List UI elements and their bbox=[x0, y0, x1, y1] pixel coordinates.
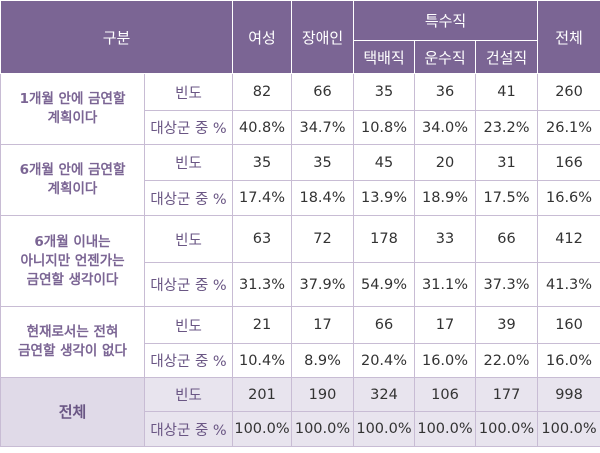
row-label-line: 현재로서는 전혀 bbox=[26, 324, 119, 340]
table-cell: 16.0% bbox=[414, 343, 477, 378]
header-category: 구분 bbox=[0, 0, 234, 74]
table-cell: 201 bbox=[232, 377, 293, 412]
row-label-line: 1개월 안에 금연할 bbox=[19, 91, 126, 107]
table-cell: 260 bbox=[537, 73, 600, 111]
header-disabled: 장애인 bbox=[291, 0, 355, 74]
table-cell: 82 bbox=[232, 73, 293, 111]
table-cell: 31 bbox=[475, 144, 539, 181]
table-cell: 23.2% bbox=[475, 110, 539, 145]
table-cell: 26.1% bbox=[537, 110, 600, 145]
table-cell: 34.0% bbox=[414, 110, 477, 145]
table-cell: 100.0% bbox=[291, 411, 355, 447]
table-cell: 17 bbox=[414, 306, 477, 344]
row-label-line: 아니지만 언젠가는 bbox=[20, 252, 125, 269]
table-cell: 100.0% bbox=[414, 411, 477, 447]
metric-freq: 빈도 bbox=[143, 215, 234, 263]
metric-pct: 대상군 중 % bbox=[143, 262, 234, 307]
table-cell: 35 bbox=[291, 144, 355, 181]
table-cell: 178 bbox=[353, 215, 416, 263]
table-cell: 998 bbox=[537, 377, 600, 412]
table-cell: 35 bbox=[232, 144, 293, 181]
table-cell: 17.5% bbox=[475, 180, 539, 216]
table-cell: 21 bbox=[232, 306, 293, 344]
table-cell: 18.9% bbox=[414, 180, 477, 216]
table-cell: 100.0% bbox=[475, 411, 539, 447]
table-cell: 8.9% bbox=[291, 343, 355, 378]
table-cell: 31.1% bbox=[414, 262, 477, 307]
metric-pct: 대상군 중 % bbox=[143, 110, 234, 145]
table-cell: 66 bbox=[353, 306, 416, 344]
table-cell: 66 bbox=[475, 215, 539, 263]
table-cell: 39 bbox=[475, 306, 539, 344]
table-cell: 160 bbox=[537, 306, 600, 344]
table-cell: 17 bbox=[291, 306, 355, 344]
table-cell: 35 bbox=[353, 73, 416, 111]
row-label-line: 계획이다 bbox=[47, 181, 98, 197]
table-cell: 36 bbox=[414, 73, 477, 111]
metric-pct: 대상군 중 % bbox=[143, 343, 234, 378]
header-transport: 운수직 bbox=[414, 40, 477, 74]
table-cell: 33 bbox=[414, 215, 477, 263]
table-cell: 40.8% bbox=[232, 110, 293, 145]
row-label-line: 6개월 이내는 bbox=[34, 233, 111, 250]
table-cell: 177 bbox=[475, 377, 539, 412]
table-cell: 412 bbox=[537, 215, 600, 263]
table-cell: 324 bbox=[353, 377, 416, 412]
table-cell: 41 bbox=[475, 73, 539, 111]
row-label-2: 6개월 안에 금연할 계획이다 bbox=[0, 144, 145, 216]
metric-pct: 대상군 중 % bbox=[143, 180, 234, 216]
table-cell: 100.0% bbox=[232, 411, 293, 447]
table-cell: 34.7% bbox=[291, 110, 355, 145]
table-cell: 16.0% bbox=[537, 343, 600, 378]
table-cell: 10.4% bbox=[232, 343, 293, 378]
metric-freq: 빈도 bbox=[143, 144, 234, 181]
table-cell: 37.3% bbox=[475, 262, 539, 307]
row-label-line: 계획이다 bbox=[47, 110, 98, 126]
header-special-job: 특수직 bbox=[353, 0, 539, 41]
row-label-line: 금연할 생각이다 bbox=[26, 271, 119, 288]
table-cell: 106 bbox=[414, 377, 477, 412]
row-label-4: 현재로서는 전혀 금연할 생각이 없다 bbox=[0, 306, 145, 378]
table-cell: 20.4% bbox=[353, 343, 416, 378]
table-cell: 66 bbox=[291, 73, 355, 111]
row-label-line: 6개월 안에 금연할 bbox=[19, 162, 126, 178]
table-cell: 22.0% bbox=[475, 343, 539, 378]
table-cell: 10.8% bbox=[353, 110, 416, 145]
total-label: 전체 bbox=[0, 377, 145, 447]
row-label-1: 1개월 안에 금연할 계획이다 bbox=[0, 73, 145, 145]
table-cell: 31.3% bbox=[232, 262, 293, 307]
table-cell: 45 bbox=[353, 144, 416, 181]
row-label-line: 금연할 생각이 없다 bbox=[18, 343, 127, 359]
table-cell: 100.0% bbox=[353, 411, 416, 447]
metric-freq: 빈도 bbox=[143, 306, 234, 344]
table-cell: 54.9% bbox=[353, 262, 416, 307]
metric-freq: 빈도 bbox=[143, 73, 234, 111]
metric-pct: 대상군 중 % bbox=[143, 411, 234, 447]
table-cell: 63 bbox=[232, 215, 293, 263]
table-cell: 41.3% bbox=[537, 262, 600, 307]
table-cell: 17.4% bbox=[232, 180, 293, 216]
metric-freq: 빈도 bbox=[143, 377, 234, 412]
table-cell: 13.9% bbox=[353, 180, 416, 216]
table-cell: 20 bbox=[414, 144, 477, 181]
row-label-3: 6개월 이내는 아니지만 언젠가는 금연할 생각이다 bbox=[0, 215, 145, 307]
header-total: 전체 bbox=[537, 0, 600, 74]
header-taxi: 택배직 bbox=[353, 40, 416, 74]
table-cell: 72 bbox=[291, 215, 355, 263]
header-female: 여성 bbox=[232, 0, 293, 74]
table-cell: 190 bbox=[291, 377, 355, 412]
table-cell: 16.6% bbox=[537, 180, 600, 216]
table-cell: 18.4% bbox=[291, 180, 355, 216]
header-construction: 건설직 bbox=[475, 40, 539, 74]
table-cell: 166 bbox=[537, 144, 600, 181]
table-cell: 100.0% bbox=[537, 411, 600, 447]
table-cell: 37.9% bbox=[291, 262, 355, 307]
